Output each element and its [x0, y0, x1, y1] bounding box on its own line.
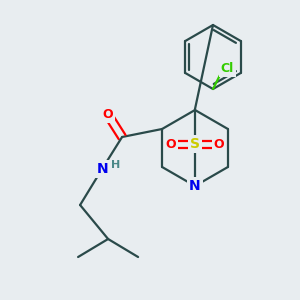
Text: O: O [103, 109, 113, 122]
Text: H: H [112, 160, 121, 170]
Text: N: N [96, 162, 108, 176]
Text: S: S [190, 137, 200, 151]
Text: O: O [214, 137, 224, 151]
Text: O: O [166, 137, 176, 151]
Text: N: N [189, 179, 201, 193]
Text: Cl: Cl [220, 62, 234, 76]
